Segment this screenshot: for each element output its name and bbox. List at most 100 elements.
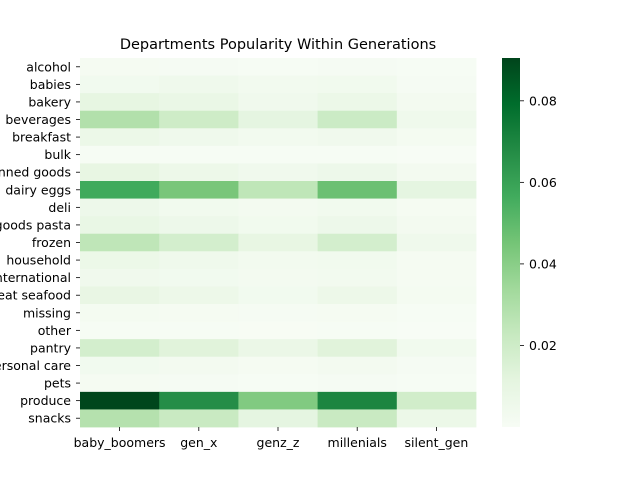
heatmap-cell (80, 374, 160, 393)
heatmap-cell (317, 216, 398, 235)
colorbar-tick-label: 0.02 (529, 338, 557, 353)
heatmap-cell (317, 374, 398, 393)
y-tick-label: other (38, 323, 72, 338)
heatmap-cell (159, 286, 239, 305)
heatmap-cell (159, 145, 239, 164)
heatmap-cell (159, 356, 239, 375)
heatmap-cell (396, 110, 477, 129)
heatmap-cell (317, 391, 398, 410)
heatmap-cell (396, 374, 477, 393)
heatmap-cell (80, 163, 160, 182)
heatmap-cell (80, 181, 160, 199)
colorbar: 0.02 0.04 0.06 0.08 (502, 58, 557, 427)
heatmap-cell (396, 268, 477, 287)
heatmap-cell (317, 75, 398, 94)
heatmap-cells (80, 58, 477, 428)
y-tick-label: bulk (44, 147, 71, 162)
heatmap-cell (238, 58, 318, 76)
heatmap-cell (238, 339, 318, 358)
x-tick-label: silent_gen (405, 435, 469, 450)
heatmap-cell (317, 233, 398, 252)
heatmap-cell (396, 233, 477, 252)
heatmap-cell (238, 145, 318, 164)
heatmap-cell (80, 268, 160, 287)
heatmap-cell (159, 75, 239, 94)
y-tick-label: international (0, 270, 71, 285)
heatmap-cell (80, 356, 160, 375)
heatmap-cell (238, 216, 318, 235)
heatmap-cell (317, 286, 398, 305)
x-tick-label: millenials (328, 435, 387, 450)
y-tick-label: snacks (28, 411, 71, 426)
heatmap-cell (159, 233, 239, 252)
heatmap-cell (238, 198, 318, 217)
heatmap-cell (317, 145, 398, 164)
y-tick-label: breakfast (12, 130, 71, 145)
colorbar-tick-label: 0.06 (529, 175, 557, 190)
heatmap-cell (80, 409, 160, 428)
y-tick-label: canned goods (0, 165, 71, 180)
heatmap-cell (396, 145, 477, 164)
heatmap-cell (238, 181, 318, 199)
y-tick-label: missing (23, 305, 71, 320)
heatmap-cell (238, 75, 318, 94)
y-tick-label: bakery (28, 94, 71, 109)
colorbar-tick-label: 0.04 (529, 256, 557, 271)
heatmap-cell (238, 233, 318, 252)
heatmap-cell (317, 268, 398, 287)
y-tick-label: dry goods pasta (0, 217, 71, 232)
heatmap-cell (80, 286, 160, 305)
colorbar-tick-label: 0.08 (529, 93, 557, 108)
y-tick-label: beverages (5, 112, 71, 127)
heatmap-cell (238, 286, 318, 305)
heatmap-cell (238, 321, 318, 340)
heatmap-cell (396, 216, 477, 235)
y-tick-label: dairy eggs (5, 182, 71, 197)
heatmap-cell (317, 409, 398, 428)
heatmap-cell (238, 356, 318, 375)
heatmap-cell (80, 233, 160, 252)
heatmap-cell (159, 391, 239, 410)
x-tick-label: baby_boomers (74, 435, 166, 450)
x-axis: baby_boomers gen_x genz_z millenials silent_… (74, 427, 469, 450)
heatmap-cell (238, 374, 318, 393)
heatmap-cell (80, 58, 160, 76)
heatmap-cell (238, 409, 318, 428)
y-tick-label: meat seafood (0, 288, 71, 303)
heatmap-cell (317, 181, 398, 199)
heatmap-cell (238, 110, 318, 129)
heatmap-cell (80, 145, 160, 164)
heatmap-cell (80, 251, 160, 270)
y-tick-label: alcohol (26, 59, 71, 74)
heatmap-cell (396, 181, 477, 199)
y-tick-label: produce (20, 393, 71, 408)
heatmap-cell (159, 321, 239, 340)
heatmap-cell (80, 75, 160, 94)
heatmap-cell (238, 93, 318, 112)
heatmap-cell (317, 128, 398, 147)
chart-title: Departments Popularity Within Generation… (120, 37, 436, 53)
heatmap-cell (159, 93, 239, 112)
colorbar-gradient (502, 58, 520, 427)
heatmap-cell (317, 110, 398, 129)
heatmap-cell (396, 286, 477, 305)
heatmap-cell (396, 58, 477, 76)
y-tick-label: personal care (0, 358, 71, 373)
heatmap-cell (80, 339, 160, 358)
y-tick-label: deli (48, 200, 71, 215)
y-tick-label: frozen (32, 235, 71, 250)
heatmap-cell (80, 128, 160, 147)
heatmap-cell (159, 251, 239, 270)
heatmap-cell (80, 216, 160, 235)
heatmap-cell (80, 321, 160, 340)
y-tick-label: pets (44, 376, 71, 391)
heatmap-cell (238, 251, 318, 270)
heatmap-cell (317, 304, 398, 322)
x-tick-label: genz_z (257, 435, 300, 450)
heatmap-cell (396, 391, 477, 410)
heatmap-cell (159, 110, 239, 129)
heatmap-cell (80, 93, 160, 112)
heatmap-cell (317, 339, 398, 358)
heatmap-cell (159, 339, 239, 358)
